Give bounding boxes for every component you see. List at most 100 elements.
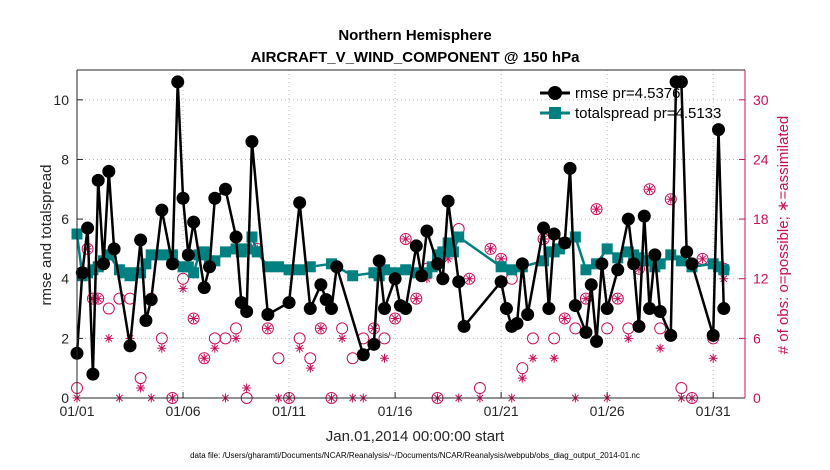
x-tick-label: 01/06 <box>166 403 201 419</box>
rmse-point <box>356 348 370 362</box>
assimilated-obs-point <box>496 254 506 264</box>
assimilated-obs-point <box>634 264 644 274</box>
rmse-point <box>203 260 217 274</box>
assimilated-obs-point <box>401 234 411 244</box>
rmse-point <box>86 367 100 381</box>
possible-obs-point <box>230 322 243 335</box>
totalspread-point <box>246 231 258 243</box>
totalspread-point <box>538 255 550 267</box>
y-tick-label-right: 6 <box>753 330 761 346</box>
assimilated-obs-point <box>390 313 400 323</box>
y-tick-label-left: 2 <box>61 330 69 346</box>
y-tick-label-right: 30 <box>753 92 769 108</box>
totalspread-point <box>209 255 221 267</box>
totalspread-point <box>569 231 581 243</box>
y-tick-label-left: 4 <box>61 271 69 287</box>
totalspread-point <box>453 231 465 243</box>
rmse-point <box>218 182 232 196</box>
legend-spread-marker <box>549 107 561 119</box>
assimilated-obs-point <box>560 313 570 323</box>
possible-obs-point <box>526 332 539 345</box>
rmse-point <box>81 221 95 235</box>
rmse-point <box>303 302 317 316</box>
totalspread-point <box>156 249 168 261</box>
totalspread-point <box>145 249 157 261</box>
rmse-point <box>717 302 731 316</box>
data-file-footnote: data file: /Users/gharamti/Documents/NCA… <box>190 451 640 460</box>
rmse-point <box>595 257 609 271</box>
possible-obs-point <box>187 312 200 325</box>
rmse-point <box>510 316 524 330</box>
assimilated-obs-point <box>698 254 708 264</box>
possible-obs-point <box>378 332 391 345</box>
rmse-point <box>293 196 307 210</box>
rmse-point <box>144 293 158 307</box>
totalspread-point <box>304 261 316 273</box>
totalspread-point <box>506 264 518 276</box>
assimilated-obs-point <box>592 204 602 214</box>
assimilated-obs-point <box>316 323 326 333</box>
rmse-point <box>547 227 561 241</box>
totalspread-point <box>378 264 390 276</box>
possible-obs-point <box>389 312 402 325</box>
rmse-point <box>584 278 598 292</box>
axes: 01/01 01/06 01/11 01/16 01/21 01/26 01/3102468… <box>53 69 769 419</box>
y-tick-label-right: 0 <box>753 390 761 406</box>
possible-obs-point <box>484 242 497 255</box>
possible-obs-point <box>336 322 349 335</box>
rmse-point <box>372 254 386 268</box>
rmse-point <box>171 75 185 89</box>
totalspread-point <box>601 243 613 255</box>
totalspread-point <box>182 261 194 273</box>
possible-obs-point <box>590 203 603 216</box>
rmse-point <box>537 221 551 235</box>
rmse-point <box>431 257 445 271</box>
rmse-point <box>377 302 391 316</box>
possible-obs-point <box>102 302 115 315</box>
totalspread-point <box>140 258 152 270</box>
rmse-point <box>229 230 243 244</box>
totalspread-point <box>580 264 592 276</box>
x-tick-label: 01/21 <box>484 403 519 419</box>
x-axis-label: Jan.01,2014 00:00:00 start <box>326 428 505 445</box>
rmse-point <box>415 269 429 283</box>
assimilated-obs-point <box>178 284 188 294</box>
assimilated-obs-point <box>464 274 474 284</box>
chart-title: Northern Hemisphere <box>338 27 491 44</box>
totalspread-point <box>437 246 449 258</box>
possible-obs-point <box>346 352 359 365</box>
rmse-point <box>314 278 328 292</box>
assimilated-obs-point <box>666 194 676 204</box>
rmse-point <box>134 233 148 247</box>
assimilated-obs-point <box>337 333 347 343</box>
y-tick-label-right: 18 <box>753 211 769 227</box>
rmse-point <box>664 328 678 342</box>
rmse-point <box>176 191 190 205</box>
rmse-point <box>452 275 466 289</box>
assimilated-obs-point <box>613 294 623 304</box>
assimilated-obs-point <box>231 333 241 343</box>
possible-obs-point <box>134 372 147 385</box>
rmse-point <box>330 260 344 274</box>
totalspread-point <box>262 261 274 273</box>
rmse-point <box>637 209 651 223</box>
assimilated-obs-point <box>199 353 209 363</box>
rmse-point <box>123 339 137 353</box>
legend-rmse-marker <box>548 86 562 100</box>
rmse-point <box>139 313 153 327</box>
rmse-point <box>706 328 720 342</box>
assimilated-obs-point <box>136 383 146 393</box>
rmse-point <box>245 135 259 149</box>
rmse-point <box>590 334 604 348</box>
totalspread-point <box>347 270 359 282</box>
totalspread-point <box>219 246 231 258</box>
assimilated-obs-point <box>443 254 453 264</box>
totalspread-point <box>665 249 677 261</box>
y-tick-label-left: 10 <box>53 92 69 108</box>
rmse-point <box>367 337 381 351</box>
assimilated-obs-point <box>93 294 103 304</box>
possible-obs-point <box>654 322 667 335</box>
assimilated-obs-point <box>623 333 633 343</box>
rmse-point <box>181 248 195 262</box>
